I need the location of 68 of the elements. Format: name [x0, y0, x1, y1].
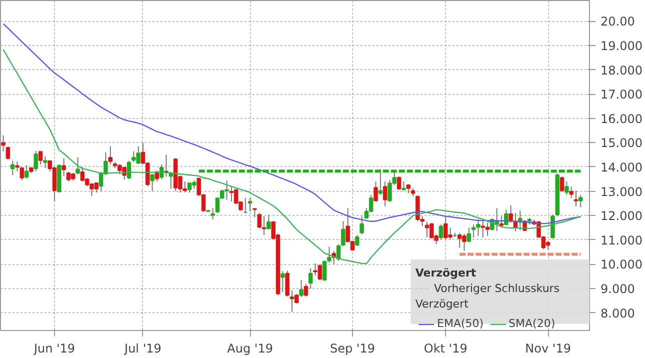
- x-tick-label: Sep '19: [330, 342, 376, 356]
- y-tick-label: 8.000: [600, 306, 635, 320]
- candlestick: [355, 234, 360, 246]
- candlestick: [569, 186, 574, 199]
- candlestick: [504, 209, 508, 226]
- x-tick-label: Jul '19: [124, 342, 162, 356]
- candlestick: [382, 181, 388, 207]
- candlestick: [560, 176, 564, 192]
- y-tick-label: 17.000: [600, 88, 642, 102]
- candlestick: [34, 150, 38, 172]
- candlestick: [308, 268, 313, 290]
- legend-label: EMA(50): [437, 317, 484, 330]
- candlestick: [304, 283, 308, 297]
- x-tick-label: Okt '19: [424, 342, 468, 356]
- x-tick-label: Aug '19: [227, 342, 273, 356]
- y-tick-label: 11.000: [600, 233, 642, 248]
- y-tick-label: 15.000: [600, 136, 642, 150]
- legend-title: Verzögert: [415, 266, 476, 280]
- candlestick: [438, 224, 444, 240]
- candlestick: [210, 208, 215, 220]
- candlestick: [396, 176, 402, 190]
- y-tick-label: 20.00: [600, 14, 635, 29]
- candlestick: [299, 279, 304, 298]
- y-tick-label: 9.000: [600, 282, 635, 296]
- candlestick: [266, 214, 271, 230]
- candlestick: [248, 198, 252, 212]
- y-tick-label: 16.000: [600, 112, 642, 126]
- candlestick: [257, 212, 262, 228]
- candlestick: [10, 160, 15, 176]
- x-tick-label: Nov '19: [525, 342, 571, 356]
- candlestick: [43, 156, 48, 168]
- y-tick-label: 14.000: [600, 160, 642, 174]
- annotation: Verzögert: [415, 298, 470, 311]
- candlestick: [108, 146, 113, 166]
- y-tick-label: 10.000: [600, 258, 642, 272]
- candlestick: [80, 166, 85, 182]
- x-tick-label: Jun '19: [32, 342, 76, 356]
- candlestick: [360, 216, 364, 235]
- y-tick-label: 19.000: [600, 38, 642, 53]
- candlestick: [150, 174, 154, 192]
- candlestick: [518, 210, 522, 231]
- candlestick: [508, 204, 513, 224]
- candlestick: [262, 216, 266, 236]
- candlestick: [229, 186, 234, 202]
- candlestick: [374, 181, 378, 202]
- y-tick-label: 18.000: [600, 63, 642, 78]
- candlestick: [6, 146, 10, 160]
- line-series: [2, 48, 582, 264]
- candlestick: [252, 208, 257, 218]
- candlestick: [38, 151, 43, 166]
- candlestick: [466, 227, 472, 244]
- candlestick: [15, 160, 20, 172]
- annotation: Vorheriger Schlusskurs: [434, 282, 560, 296]
- y-tick-label: 13.000: [600, 184, 642, 199]
- candlestick: [1, 134, 6, 152]
- candlestick: [168, 171, 174, 190]
- candlestick: [76, 156, 80, 175]
- candlestick: [280, 270, 285, 293]
- candlestick: [402, 181, 406, 192]
- candlestick: [285, 270, 290, 297]
- candlestick: [578, 194, 583, 208]
- candlestick: [24, 165, 29, 180]
- candlestick: [62, 158, 66, 177]
- candlestick: [564, 181, 569, 196]
- y-tick-label: 12.000: [600, 209, 642, 224]
- candlestick: [341, 220, 346, 246]
- legend-label: SMA(20): [508, 317, 556, 330]
- candlestick: [20, 166, 24, 181]
